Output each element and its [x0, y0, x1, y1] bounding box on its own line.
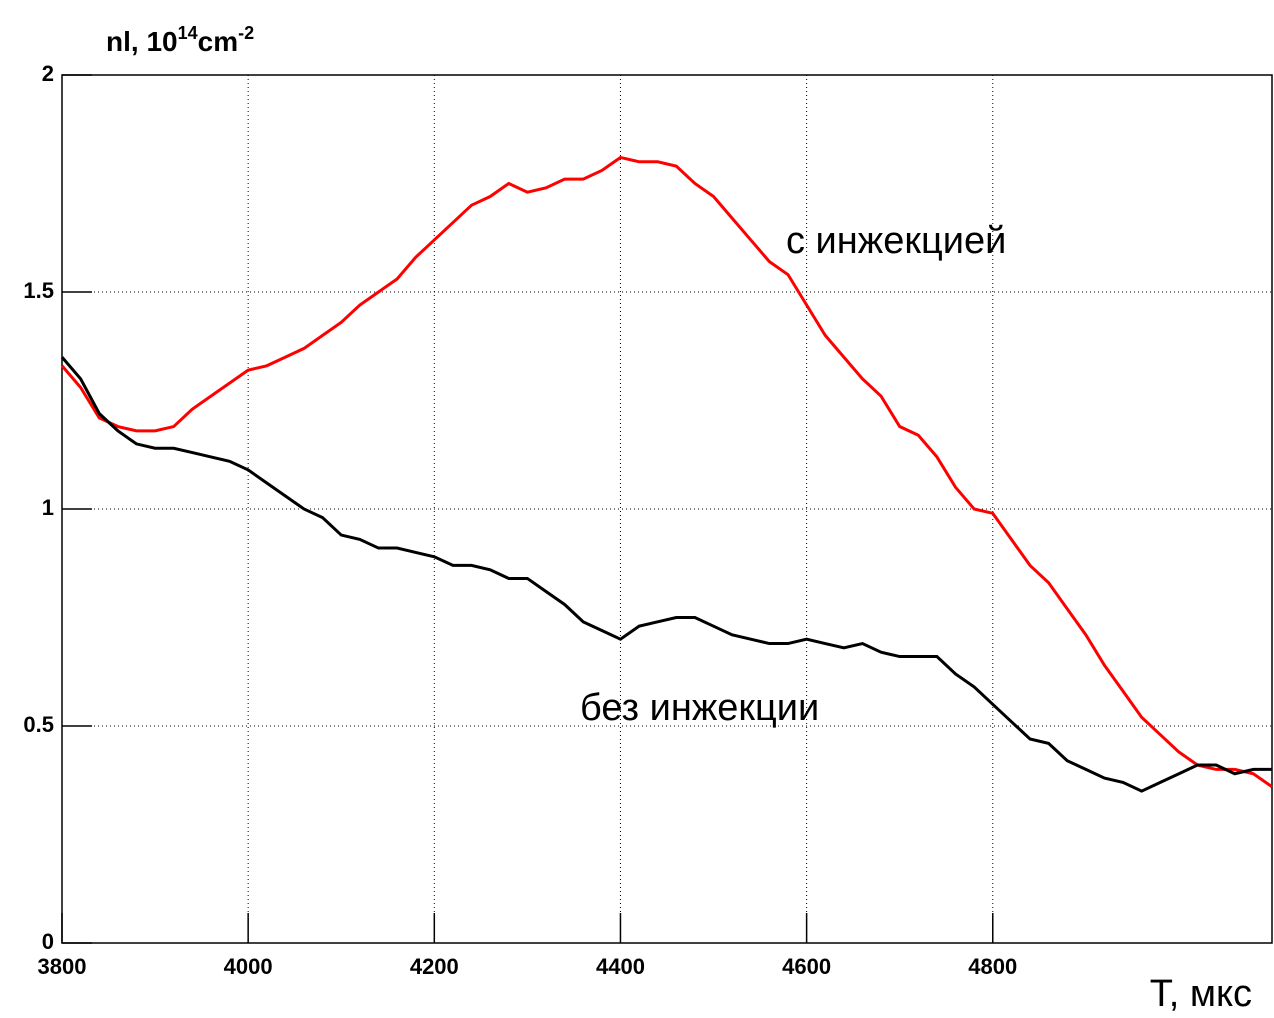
x-tick-label: 4000 — [224, 954, 273, 979]
data-line — [60, 356, 1272, 793]
x-tick-label: 4600 — [782, 954, 831, 979]
y-tick-label: 0 — [42, 929, 54, 954]
y-axis-label: nl, 1014cm-2 — [106, 23, 254, 58]
x-tick-label: 4800 — [968, 954, 1017, 979]
x-tick-label: 4200 — [410, 954, 459, 979]
y-tick-label: 1 — [42, 495, 54, 520]
x-tick-label: 3800 — [38, 954, 87, 979]
x-tick-label: 4400 — [596, 954, 645, 979]
y-tick-label: 2 — [42, 61, 54, 86]
plot-frame — [61, 74, 1273, 944]
data-line — [60, 155, 1273, 788]
x-axis-label: T, мкс — [1150, 973, 1252, 1015]
annotation: без инжекции — [580, 687, 819, 729]
y-tick-label: 0.5 — [23, 712, 54, 737]
annotation: с инжекцией — [786, 220, 1006, 262]
y-tick-label: 1.5 — [23, 278, 54, 303]
